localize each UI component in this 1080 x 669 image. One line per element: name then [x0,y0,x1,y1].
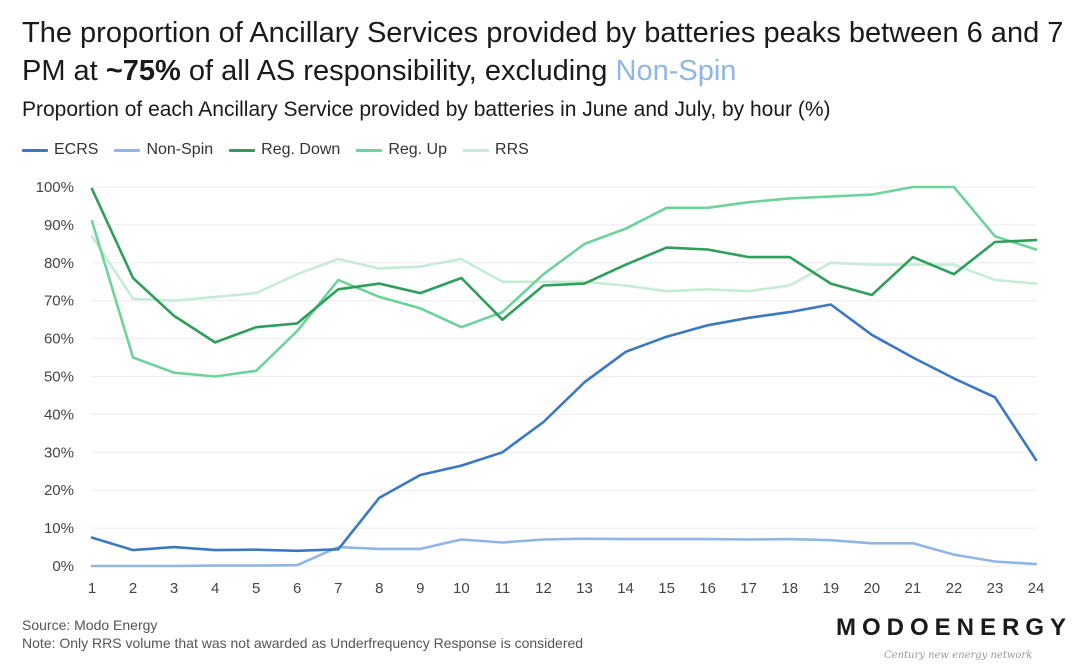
brand-logo: MODOENERGY [836,614,1073,641]
legend-item: Reg. Down [229,141,340,159]
series-line-reg-up [90,185,1038,378]
y-tick-label: 80% [44,255,74,272]
y-tick-label: 10% [44,520,74,537]
watermark: Century new energy network [884,650,1033,661]
series-line-reg-down [90,187,1038,344]
x-tick-label: 6 [293,580,301,597]
x-tick-label: 15 [658,580,675,597]
legend-item: ECRS [22,141,98,159]
legend-swatch [463,148,490,152]
y-tick-label: 60% [44,331,74,348]
y-tick-label: 90% [44,217,74,234]
title-text: The proportion of Ancillary Services pro… [22,17,1064,87]
chart-footer: Source: Modo Energy Note: Only RRS volum… [22,616,583,652]
x-tick-label: 18 [781,580,798,597]
source-text: Source: Modo Energy [22,617,158,633]
chart-subtitle: Proportion of each Ancillary Service pro… [22,98,831,121]
legend-label: Non-Spin [146,141,214,158]
x-tick-label: 16 [699,580,716,597]
x-tick-label: 8 [375,580,383,597]
legend-label: ECRS [54,141,99,158]
series-line-non-spin [90,537,1038,568]
legend-swatch [22,148,48,152]
x-tick-label: 24 [1028,580,1045,597]
x-tick-label: 11 [495,580,511,597]
title-bold-value: ~75% [105,55,181,87]
legend-label: Reg. Down [261,141,341,158]
y-tick-label: 0% [52,558,74,575]
x-tick-label: 9 [416,580,424,597]
legend-item: Non-Spin [114,141,213,159]
y-tick-label: 40% [44,406,74,423]
legend-swatch [356,148,383,152]
series-line-rrs [90,235,1038,302]
x-tick-label: 20 [863,580,880,597]
x-tick-label: 12 [535,580,552,597]
x-tick-label: 2 [129,580,137,597]
x-tick-label: 13 [576,580,593,597]
x-tick-label: 23 [987,580,1004,597]
x-tick-label: 21 [905,580,922,597]
legend-item: Reg. Up [356,141,447,159]
y-tick-label: 100% [36,179,74,196]
chart-legend: ECRS Non-Spin Reg. Down Reg. Up RRS [22,138,545,162]
x-tick-label: 22 [946,580,963,597]
legend-item: RRS [463,141,529,159]
x-tick-label: 7 [334,580,342,597]
series-line-ecrs [90,303,1038,553]
x-tick-label: 3 [170,580,178,597]
note-text: Note: Only RRS volume that was not award… [22,635,584,651]
x-tick-label: 17 [740,580,757,597]
y-tick-label: 30% [44,444,74,461]
chart-title: The proportion of Ancillary Services pro… [22,14,1072,90]
legend-label: RRS [495,141,529,158]
y-tick-label: 50% [44,369,74,386]
x-tick-label: 14 [617,580,634,597]
legend-swatch [229,148,256,152]
legend-label: Reg. Up [388,141,448,158]
x-tick-label: 10 [453,580,470,597]
x-tick-label: 5 [252,580,260,597]
y-tick-label: 20% [44,482,74,499]
x-tick-label: 1 [88,580,96,597]
line-chart: 0%10%20%30%40%50%60%70%80%90%100%1 2 3 4 5 6 7… [36,179,1045,597]
x-tick-label: 19 [822,580,839,597]
title-highlight: Non-Spin [615,55,737,87]
legend-swatch [114,148,141,152]
y-tick-label: 70% [44,293,74,310]
title-text-mid: of all AS responsibility, excluding [180,55,616,87]
x-tick-label: 4 [211,580,219,597]
